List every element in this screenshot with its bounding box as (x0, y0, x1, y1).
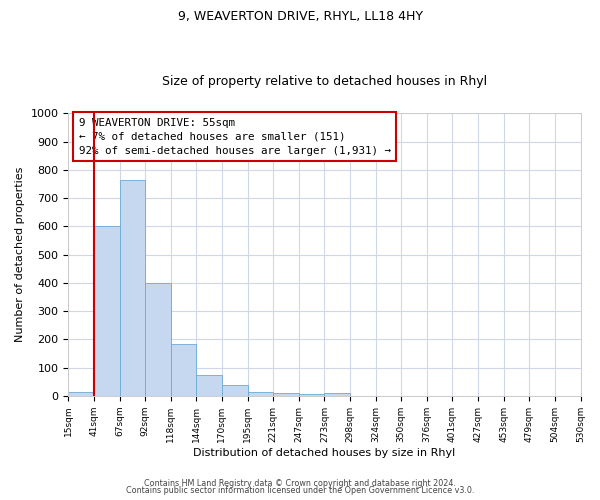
Bar (171, 344, 196, 396)
Bar (222, 385, 248, 396)
Bar (119, 180, 145, 396)
Text: Contains public sector information licensed under the Open Government Licence v3: Contains public sector information licen… (126, 486, 474, 495)
Text: 9, WEAVERTON DRIVE, RHYL, LL18 4HY: 9, WEAVERTON DRIVE, RHYL, LL18 4HY (178, 10, 422, 23)
Bar (273, 393, 299, 396)
Bar (196, 374, 222, 396)
Bar (94, 226, 119, 396)
Text: Contains HM Land Registry data © Crown copyright and database right 2024.: Contains HM Land Registry data © Crown c… (144, 478, 456, 488)
Bar (248, 392, 273, 396)
Bar (299, 394, 325, 396)
Title: Size of property relative to detached houses in Rhyl: Size of property relative to detached ho… (162, 76, 487, 88)
Y-axis label: Number of detached properties: Number of detached properties (15, 167, 25, 342)
Text: 9 WEAVERTON DRIVE: 55sqm
← 7% of detached houses are smaller (151)
92% of semi-d: 9 WEAVERTON DRIVE: 55sqm ← 7% of detache… (79, 118, 391, 156)
Bar (68, 392, 94, 396)
Bar (325, 393, 350, 396)
Bar (145, 283, 171, 396)
X-axis label: Distribution of detached houses by size in Rhyl: Distribution of detached houses by size … (193, 448, 455, 458)
